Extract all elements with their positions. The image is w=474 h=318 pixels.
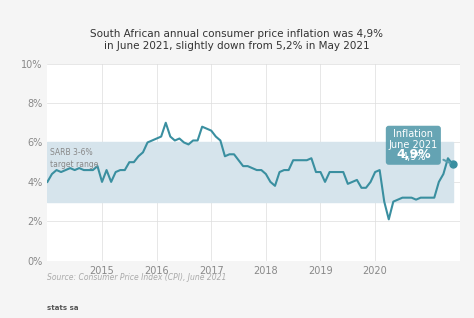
Text: stats sa: stats sa: [47, 305, 79, 311]
Text: 4,9%: 4,9%: [396, 149, 431, 161]
Text: South African annual consumer price inflation was 4,9%
in June 2021, slightly do: South African annual consumer price infl…: [91, 29, 383, 51]
Text: Source: Consumer Price Index (CPI), June 2021: Source: Consumer Price Index (CPI), June…: [47, 273, 227, 282]
Text: Inflation
June 2021
4,9%: Inflation June 2021 4,9%: [389, 129, 450, 163]
Text: SARB 3-6%
target range: SARB 3-6% target range: [50, 149, 99, 169]
